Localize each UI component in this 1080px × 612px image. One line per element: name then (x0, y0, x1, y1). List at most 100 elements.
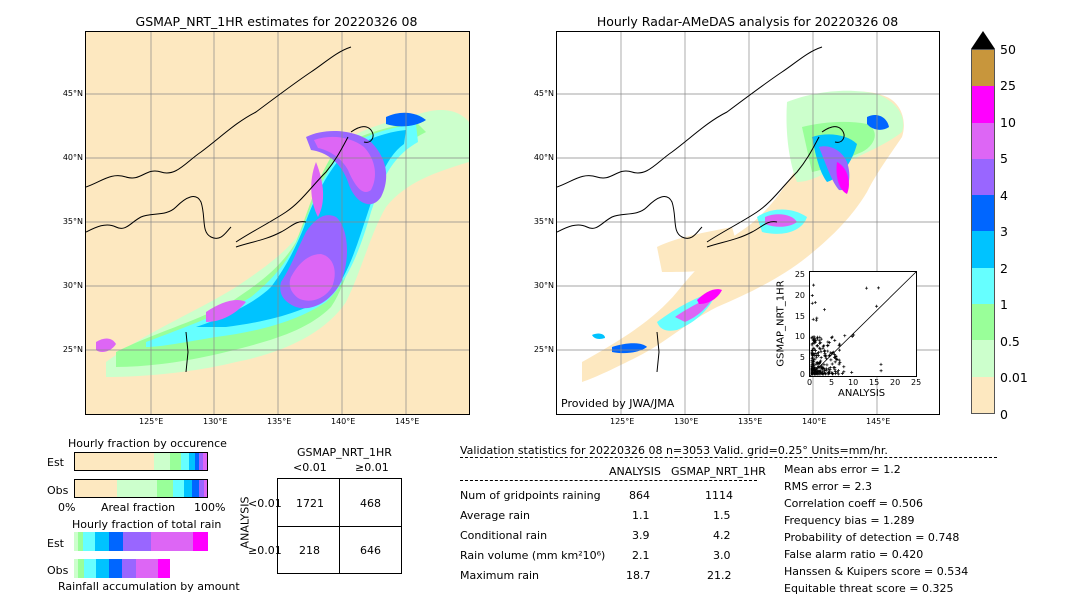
scatter-point (814, 349, 818, 353)
scatter-y-tick: 5 (799, 353, 805, 362)
scatter-y-ticks: 25 20 15 10 5 0 (785, 270, 805, 379)
fraction-axis-left: 0% (58, 501, 76, 514)
row-label-est: Est (47, 537, 64, 550)
scatter-point (811, 338, 815, 342)
lon-label: 135°E (738, 417, 763, 426)
scatter-point (810, 349, 814, 353)
lon-label: 140°E (802, 417, 827, 426)
validation-score: RMS error = 2.3 (784, 480, 872, 493)
scatter-point (832, 366, 836, 370)
lat-label: 25°N (62, 345, 83, 354)
scatter-point (837, 362, 841, 366)
scatter-point (840, 371, 844, 375)
validation-score: Correlation coeff = 0.506 (784, 497, 923, 510)
scatter-point (826, 344, 830, 348)
scatter-point (812, 283, 816, 287)
validation-score: Probability of detection = 0.748 (784, 531, 960, 544)
validation-row-label: Maximum rain (460, 569, 539, 582)
scatter-point (811, 348, 815, 352)
validation-row-analysis: 18.7 (626, 569, 651, 582)
scatter-point (865, 286, 869, 290)
validation-row-gsmap: 1114 (705, 489, 733, 502)
scatter-point (838, 342, 842, 346)
scatter-point (833, 352, 837, 356)
scatter-point (833, 338, 837, 342)
scatter-point (813, 300, 817, 304)
scatter-point (819, 359, 823, 363)
lat-label: 35°N (533, 217, 554, 226)
scatter-point (810, 336, 814, 340)
contingency-col-lt: <0.01 (293, 461, 327, 474)
fraction-total-title: Hourly fraction of total rain (72, 518, 222, 531)
colorbar-segment (972, 122, 994, 159)
colorbar-label: 10 (1000, 115, 1016, 130)
lon-label: 130°E (674, 417, 699, 426)
scatter-x-tick: 5 (829, 378, 835, 387)
left-map[interactable] (85, 31, 470, 415)
scatter-point (825, 368, 829, 372)
validation-row-gsmap: 1.5 (713, 509, 731, 522)
validation-row-gsmap: 4.2 (713, 529, 731, 542)
right-map[interactable] (556, 31, 940, 415)
scatter-point (819, 356, 823, 360)
validation-row-gsmap: 21.2 (707, 569, 732, 582)
colorbar (971, 49, 995, 414)
scatter-point (813, 357, 817, 361)
validation-row-label: Conditional rain (460, 529, 548, 542)
fraction-axis-right: 100% (194, 501, 226, 514)
scatter-point (822, 344, 826, 348)
scatter-point (818, 347, 822, 351)
contingency-cell: 218 (299, 544, 320, 557)
lat-label: 30°N (533, 281, 554, 290)
scatter-canvas (809, 271, 917, 377)
scatter-point (825, 363, 829, 367)
scatter-point (810, 293, 814, 297)
validation-score: Mean abs error = 1.2 (784, 463, 901, 476)
scatter-point (821, 366, 825, 370)
scatter-point (843, 334, 847, 338)
scatter-point (816, 335, 820, 339)
scatter-point (810, 363, 814, 367)
scatter-y-tick: 20 (794, 291, 805, 300)
scatter-point (830, 336, 834, 340)
colorbar-segment (972, 195, 994, 232)
scatter-point (813, 353, 817, 357)
scatter-point (815, 316, 819, 320)
scatter-point (852, 333, 856, 337)
colorbar-segment (972, 267, 994, 305)
map-credit: Provided by JWA/JMA (561, 397, 675, 410)
scatter-point (817, 350, 821, 354)
scatter-point (814, 318, 818, 322)
scatter-ylabel: GSMAP_NRT_1HR (775, 280, 787, 367)
scatter-x-ticks: 0 5 10 15 20 25 (805, 378, 921, 388)
scatter-point (820, 371, 824, 375)
right-map-canvas (557, 32, 939, 414)
scatter-point (837, 372, 841, 376)
validation-row-label: Num of gridpoints raining (460, 489, 601, 502)
scatter-y-tick: 10 (794, 332, 805, 341)
fraction-occurrence-est-bar (74, 452, 208, 471)
scatter-point (812, 335, 816, 339)
scatter-point (833, 368, 837, 372)
validation-row-label: Average rain (460, 509, 530, 522)
scatter-point (812, 368, 816, 372)
scatter-point (811, 356, 815, 360)
scatter-point (826, 370, 830, 374)
left-map-lat-labels: 45°N 40°N 35°N 30°N 25°N (55, 31, 83, 413)
fraction-occurrence-obs-bar (74, 479, 208, 498)
lat-label: 45°N (62, 89, 83, 98)
scatter-point (835, 358, 839, 362)
contingency-cell: 1721 (296, 497, 324, 510)
lat-label: 30°N (62, 281, 83, 290)
lon-label: 125°E (610, 417, 635, 426)
lon-label: 125°E (139, 417, 164, 426)
scatter-x-tick: 10 (848, 378, 859, 387)
validation-divider (460, 457, 997, 458)
fraction-total-footer: Rainfall accumulation by amount (58, 580, 240, 593)
contingency-cell: 646 (360, 544, 381, 557)
colorbar-label: 25 (1000, 78, 1016, 93)
scatter-point (828, 341, 832, 345)
colorbar-segment (972, 340, 994, 377)
validation-score: False alarm ratio = 0.420 (784, 548, 924, 561)
scatter-point (812, 340, 816, 344)
